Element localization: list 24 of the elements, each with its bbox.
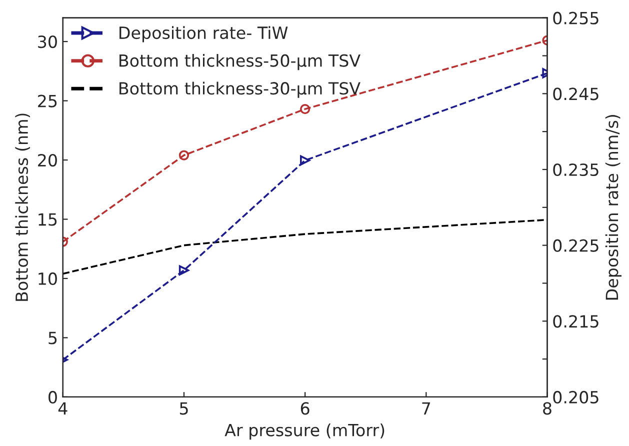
x-tick-label: 4: [58, 402, 68, 414]
y-tick-label: 15: [38, 213, 57, 226]
y-tick-label: 30: [38, 35, 57, 48]
y2-tick-label: 0.245: [553, 88, 598, 100]
y2-tick-label: 0.255: [553, 12, 598, 24]
y2-tick-label: 0.205: [553, 390, 598, 404]
y-tick-label: 20: [38, 154, 57, 167]
legend-label: Bottom thickness-50-μm TSV: [120, 54, 360, 70]
y2-axis-title: Deposition rate (nm/s): [605, 114, 622, 300]
x-tick-label: 5: [180, 402, 188, 415]
y2-tick-label: 0.225: [553, 239, 598, 252]
y-tick-label: 5: [48, 332, 57, 344]
x-tick-label: 8: [543, 402, 552, 415]
y-tick-label: 0: [48, 390, 57, 404]
y2-tick-label: 0.215: [553, 315, 598, 328]
y-tick-label: 10: [38, 272, 57, 286]
x-axis-title: Ar pressure (mTorr): [224, 424, 384, 440]
legend-label: Bottom thickness-30-μm TSV: [120, 82, 360, 98]
x-tick-label: 6: [300, 402, 310, 415]
y-axis-title: Bottom thickness (nm): [15, 114, 30, 301]
y2-tick-label: 0.235: [553, 163, 598, 176]
x-tick-label: 7: [422, 402, 430, 414]
legend-label: Deposition rate- TiW: [120, 26, 288, 42]
y-tick-label: 25: [38, 94, 57, 108]
